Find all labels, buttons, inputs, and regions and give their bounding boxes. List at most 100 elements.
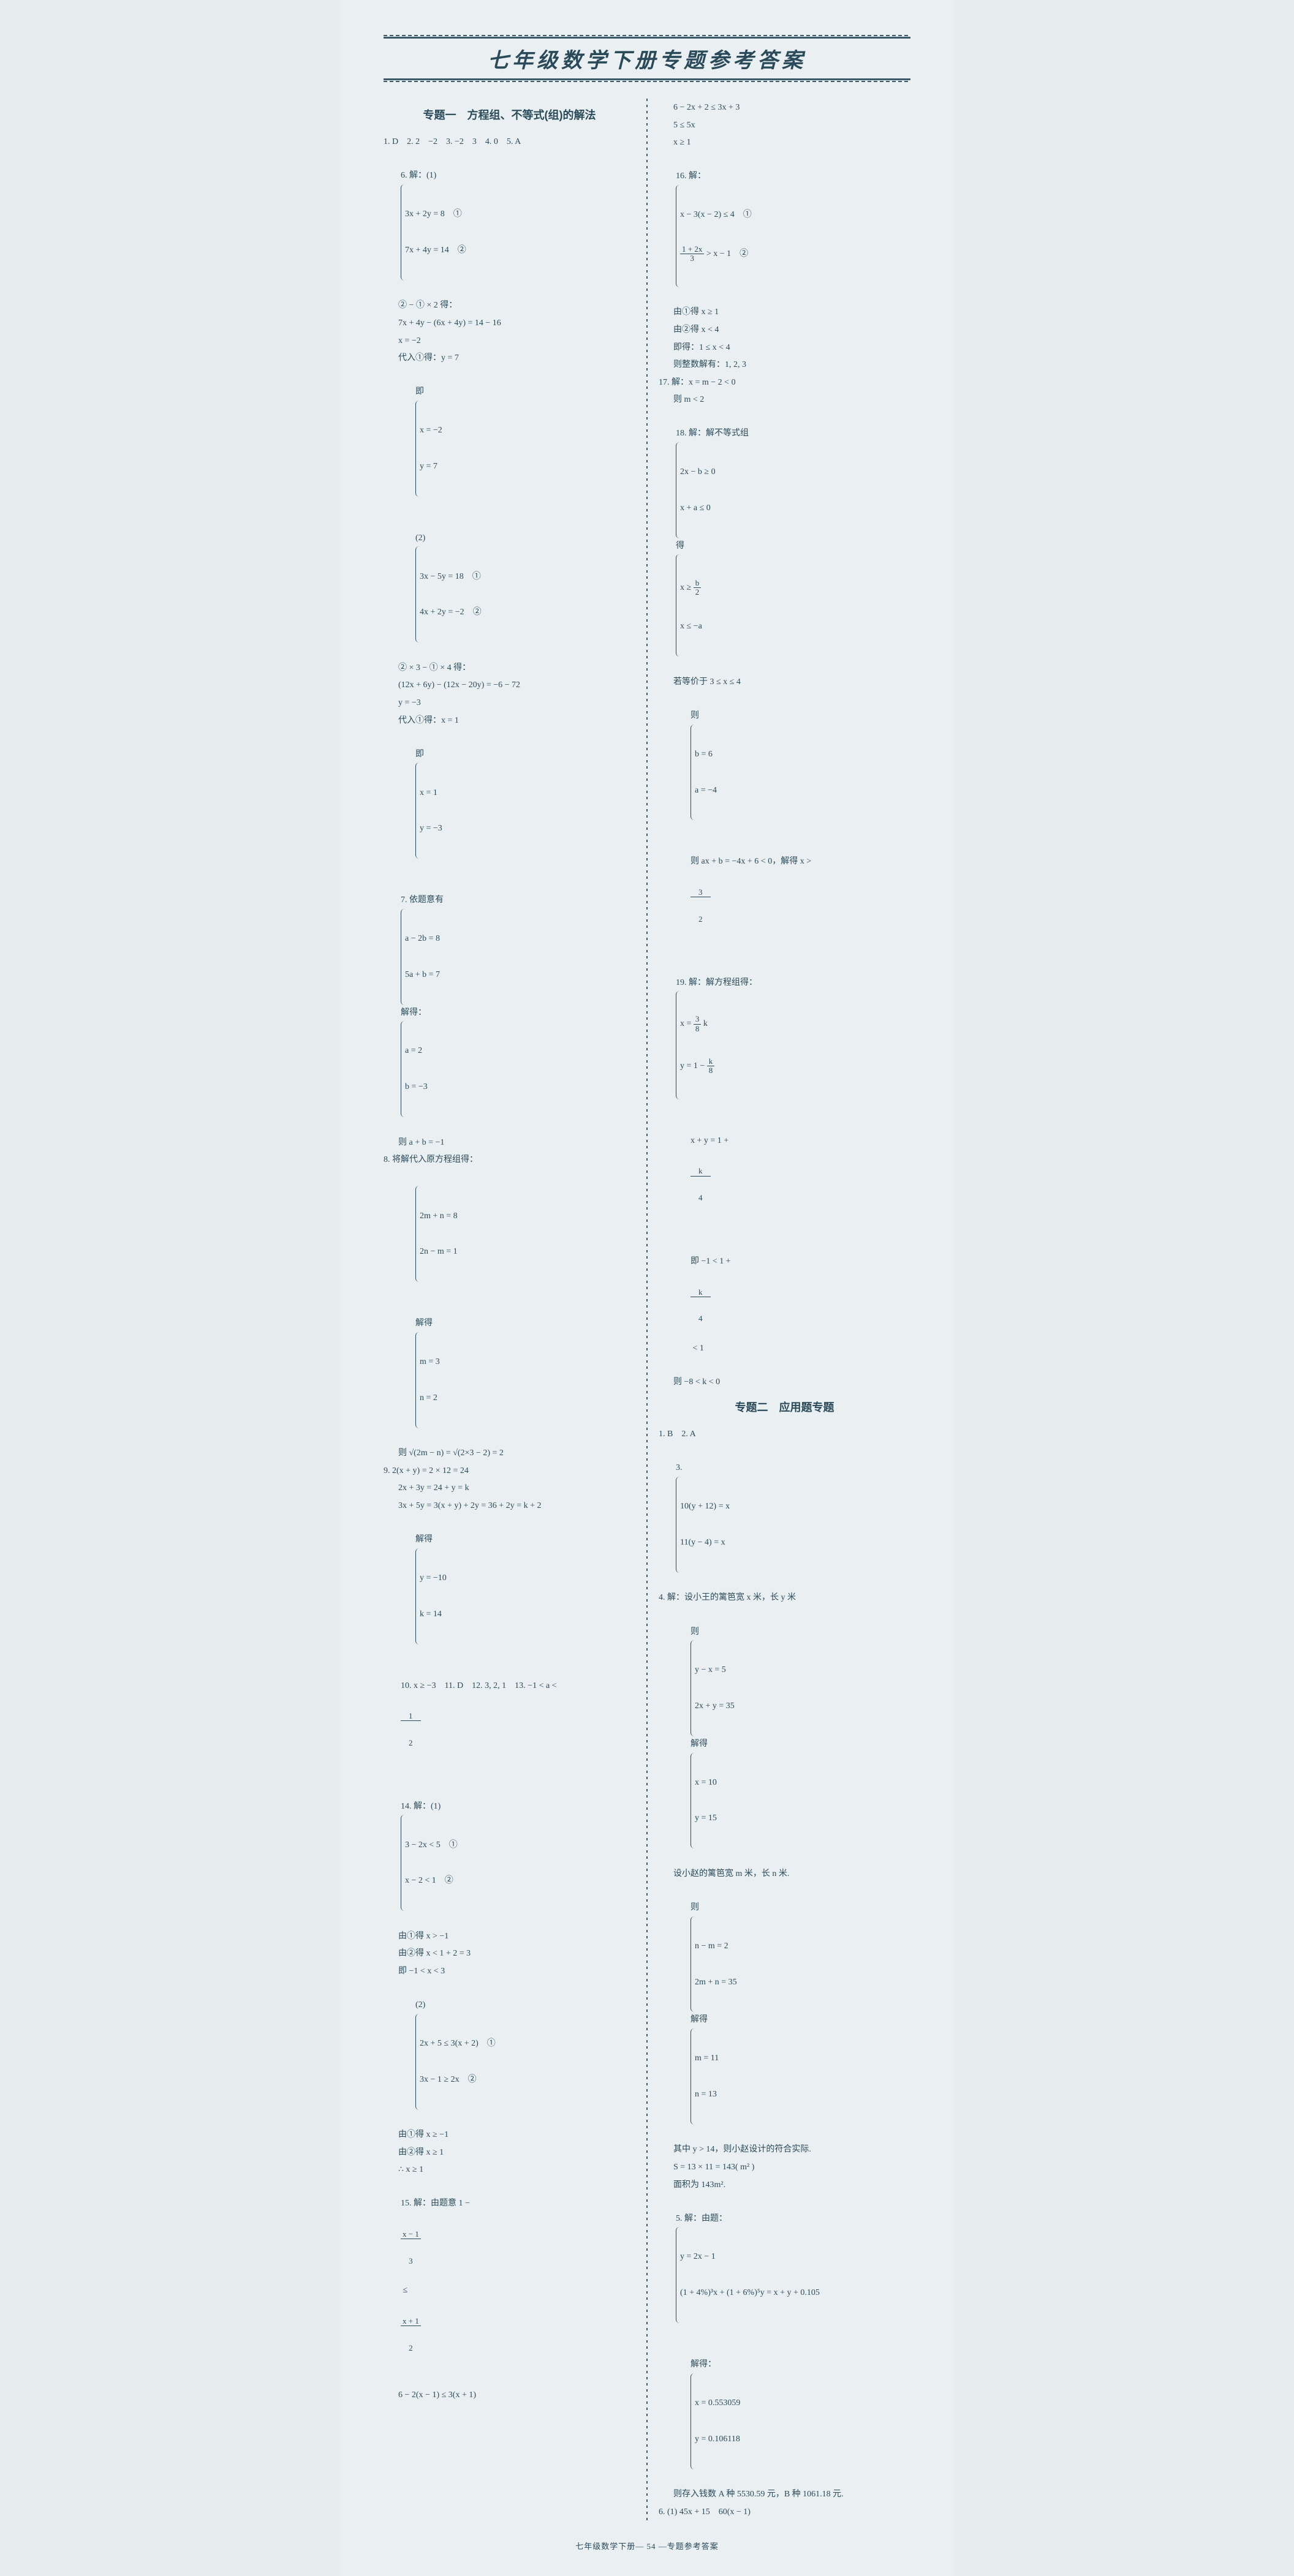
q14-2: (2) 2x + 5 ≤ 3(x + 2) ① 3x − 1 ≥ 2x ② (384, 1981, 635, 2126)
label: 解得 (415, 1319, 433, 1328)
fraction: x + 1 2 (401, 2299, 421, 2370)
system: 3 − 2x < 5 ① x − 2 < 1 ② (401, 1815, 458, 1911)
text: ≤ (401, 2286, 410, 2295)
denominator: 2 (694, 588, 702, 597)
eq: 5a + b = 7 (405, 969, 440, 981)
page: 七年级数学下册专题参考答案 专题一 方程组、不等式(组)的解法 1. D 2. … (341, 0, 953, 2576)
section-2-title: 专题二 应用题专题 (659, 1397, 910, 1418)
eq: k = 14 (420, 1608, 447, 1621)
system: y = 2x − 1 (1 + 4%)³x + (1 + 6%)⁵y = x +… (676, 2227, 820, 2323)
page-footer: 七年级数学下册— 54 —专题参考答案 (384, 2540, 910, 2552)
q1-5: 1. D 2. 2 −2 3. −2 3 4. 0 5. A (384, 134, 635, 151)
eq: 3x − 5y = 18 ① (420, 571, 482, 583)
solution: x = −2 y = 7 (415, 401, 442, 497)
eq: b = −3 (405, 1081, 428, 1093)
numerator: 1 + 2x (680, 245, 704, 254)
label: 16. 解： (676, 171, 706, 181)
q6-2-system: 3x − 5y = 18 ① 4x + 2y = −2 ② (415, 546, 482, 642)
label: 15. 解：由题意 1 − (401, 2199, 470, 2208)
eq: y = 7 (420, 461, 442, 473)
label: 解得： (401, 1008, 426, 1017)
q8: 8. 将解代入原方程组得： (384, 1152, 635, 1169)
step: 2m + n = 8 2n − m = 1 (384, 1170, 635, 1298)
text: 则 ax + b = −4x + 6 < 0，解得 x > (691, 857, 811, 866)
fraction: k 4 (691, 1270, 711, 1341)
solution: x = 1 y = −3 (415, 763, 442, 859)
step: 解得： x = 0.553059 y = 0.106118 (659, 2341, 910, 2486)
eq: y = 1 − k 8 (680, 1057, 714, 1075)
numerator: k (707, 1057, 715, 1066)
eq: 10(y + 12) = x (680, 1501, 730, 1513)
fraction: 3 8 (694, 1015, 702, 1033)
eq: a − 2b = 8 (405, 933, 440, 945)
eq: 3x − 1 ≥ 2x ② (420, 2074, 496, 2086)
system: 2x + 5 ≤ 3(x + 2) ① 3x − 1 ≥ 2x ② (415, 2014, 496, 2110)
solution: b = 6 a = −4 (691, 725, 717, 821)
numerator: x − 1 (401, 2230, 421, 2239)
denominator: 2 (691, 915, 711, 924)
denominator: 4 (691, 1194, 711, 1202)
system: n − m = 2 2m + n = 35 (691, 1916, 737, 2013)
eq: y = 15 (695, 1812, 717, 1825)
eq: 1 + 2x 3 > x − 1 ② (680, 245, 752, 263)
denominator: 2 (401, 1739, 421, 1747)
eq: 2m + n = 35 (695, 1976, 737, 1989)
eq: 11(y − 4) = x (680, 1537, 730, 1549)
eq: x − 3(x − 2) ≤ 4 ① (680, 209, 752, 221)
q16: 16. 解： x − 3(x − 2) ≤ 4 ① 1 + 2x 3 > x −… (659, 153, 910, 304)
s-q6: 6. (1) 45x + 15 60(x − 1) (659, 2504, 910, 2521)
fraction: 3 2 (691, 870, 711, 941)
step: 即得：1 ≤ x < 4 (659, 340, 910, 356)
eq: 3 − 2x < 5 ① (405, 1839, 458, 1851)
step: 2x + 3y = 24 + y = k (384, 1480, 635, 1497)
solution: x ≥ b 2 x ≤ −a (676, 554, 702, 657)
step: 解得 y = −10 k = 14 (384, 1516, 635, 1661)
step: 则 b = 6 a = −4 (659, 691, 910, 837)
step: 6 − 2x + 2 ≤ 3x + 3 (659, 100, 910, 116)
s-q4: 4. 解：设小王的篱笆宽 x 米，长 y 米 (659, 1590, 910, 1606)
numerator: x + 1 (401, 2317, 421, 2326)
eq: x ≤ −a (680, 620, 702, 633)
main-title: 七年级数学下册专题参考答案 (384, 43, 910, 73)
step: 则整数解有：1, 2, 3 (659, 357, 910, 374)
eq: m = 3 (420, 1356, 441, 1368)
label: 解得 (415, 1535, 433, 1544)
eq: a = 2 (405, 1045, 428, 1057)
step: 则 n − m = 2 2m + n = 35 解得 m = 11 n = 13 (659, 1883, 910, 2141)
fraction: 1 2 (401, 1694, 421, 1764)
label: 19. 解：解方程组得： (676, 978, 757, 987)
text: x ≥ (680, 583, 694, 592)
solution: x = 10 y = 15 (691, 1753, 717, 1849)
numerator: b (694, 579, 702, 588)
q6-1-system: 3x + 2y = 8 ① 7x + 4y = 14 ② (401, 184, 466, 281)
label: 18. 解：解不等式组 (676, 429, 749, 438)
step: 即 x = −2 y = 7 (384, 368, 635, 513)
denominator: 2 (401, 2344, 421, 2352)
q10-13: 10. x ≥ −3 11. D 12. 3, 2, 1 13. −1 < a … (384, 1662, 635, 1781)
eq: x = 3 8 k (680, 1015, 714, 1033)
step: 由②得 x ≥ 1 (384, 2145, 635, 2161)
eq: n = 13 (695, 2088, 719, 2101)
step: S = 13 × 11 = 143( m² ) (659, 2160, 910, 2176)
step: 由②得 x < 4 (659, 322, 910, 339)
denominator: 8 (707, 1066, 715, 1075)
numerator: 3 (691, 888, 711, 897)
label: (2) (415, 2000, 425, 2009)
section-1-title: 专题一 方程组、不等式(组)的解法 (384, 105, 635, 126)
step: 则存入钱数 A 种 5530.59 元，B 种 1061.18 元. (659, 2487, 910, 2503)
s-q1-2: 1. B 2. A (659, 1426, 910, 1443)
numerator: 1 (401, 1712, 421, 1721)
content-columns: 专题一 方程组、不等式(组)的解法 1. D 2. 2 −2 3. −2 3 4… (384, 99, 910, 2521)
step: 由①得 x ≥ 1 (659, 304, 910, 321)
eq: y = 0.106118 (695, 2433, 740, 2446)
fraction: 1 + 2x 3 (680, 245, 704, 263)
step: 则 a + b = −1 (384, 1135, 635, 1151)
q14-1: 14. 解：(1) 3 − 2x < 5 ① x − 2 < 1 ② (384, 1782, 635, 1927)
label: 则 (691, 1627, 699, 1636)
eq: x ≥ b 2 (680, 579, 702, 597)
eq: y − x = 5 (695, 1664, 735, 1676)
step: 即 −1 < x < 3 (384, 1964, 635, 1980)
step: 则 ax + b = −4x + 6 < 0，解得 x > 3 2 (659, 838, 910, 957)
system: 2x − b ≥ 0 x + a ≤ 0 (676, 442, 716, 538)
eq: a = −4 (695, 785, 717, 797)
